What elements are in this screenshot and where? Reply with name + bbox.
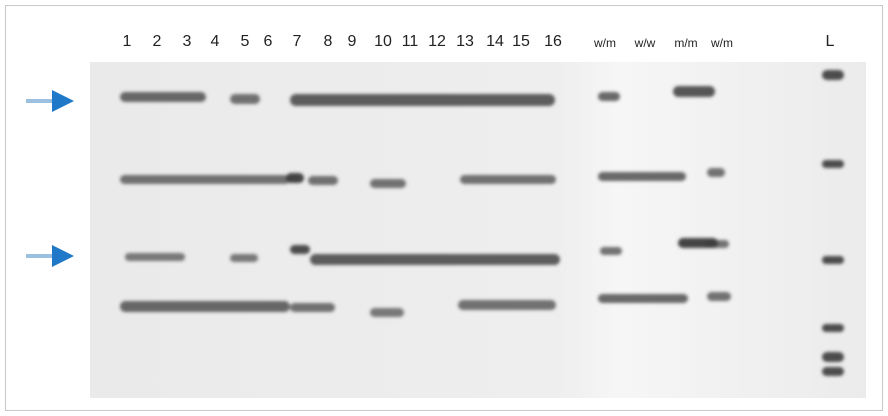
lane-label: 16: [544, 33, 562, 50]
lane-label: w/m: [711, 36, 733, 50]
lane-label: 8: [323, 33, 333, 50]
lane-label: 13: [456, 33, 474, 50]
lane-label: 6: [263, 33, 273, 50]
lane-label: m/m: [674, 36, 698, 50]
lane-label: 5: [240, 33, 250, 50]
lane-label: 7: [292, 33, 302, 50]
gel-image: [90, 62, 866, 398]
arrow-icon-lower: [26, 245, 74, 267]
lane-label: 1: [122, 33, 132, 50]
lane-label: 15: [512, 33, 530, 50]
lane-label: L: [825, 33, 835, 50]
lane-label: 3: [182, 33, 192, 50]
lane-label: w/m: [594, 36, 616, 50]
lane-label: 9: [347, 33, 357, 50]
lane-label: 2: [152, 33, 162, 50]
arrow-icon-upper: [26, 90, 74, 112]
lane-label: 10: [374, 33, 392, 50]
lane-label: 4: [210, 33, 220, 50]
lane-label: 14: [486, 33, 504, 50]
lane-label: w/w: [634, 36, 656, 50]
lane-label: 11: [401, 33, 419, 50]
lane-label: 12: [428, 33, 446, 50]
